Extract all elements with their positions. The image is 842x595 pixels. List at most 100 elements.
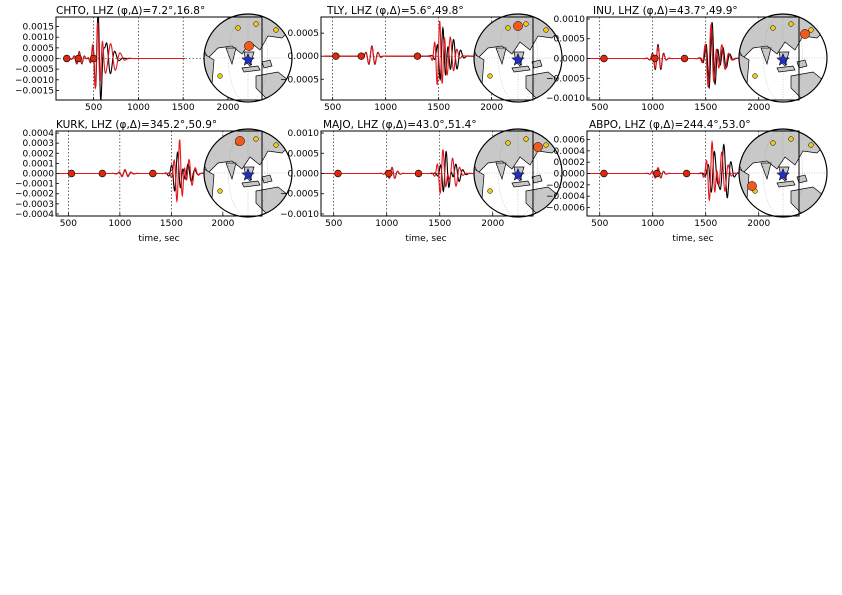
station-marker-icon: [523, 21, 529, 27]
x-tick-label: 2000: [747, 103, 770, 113]
station-marker-icon: [543, 142, 549, 148]
epicenter-star-icon: [241, 167, 255, 181]
synthetic-trace-line: [589, 24, 742, 88]
x-tick-label: 500: [85, 103, 102, 113]
observed-trace-line: [64, 17, 185, 100]
station-marker-icon: [513, 21, 523, 31]
y-tick-label: 0.0010: [288, 129, 320, 139]
x-tick-label: 1500: [172, 103, 195, 113]
y-tick-label: −0.0010: [546, 94, 585, 104]
arrival-marker: [334, 169, 342, 178]
station-marker-icon: [253, 21, 259, 27]
y-tick-label: 0.0004: [23, 129, 55, 139]
x-tick-label: 2000: [211, 219, 234, 229]
station-marker-icon: [273, 142, 279, 148]
station-marker-icon: [217, 188, 223, 194]
panel-title: CHTO, LHZ (φ,Δ)=7.2°,16.8°: [56, 5, 205, 17]
panel-abpo: ABPO, LHZ (φ,Δ)=244.4°,53.0° time, sec 5…: [546, 119, 828, 244]
station-marker-icon: [788, 21, 794, 27]
station-marker-icon: [788, 136, 794, 142]
x-tick-label: 1000: [641, 103, 664, 113]
arrival-marker: [63, 54, 71, 63]
y-tick-label: 0.0005: [288, 149, 320, 159]
y-tick-label: 0.0004: [554, 147, 586, 157]
y-tick-label: 0.0000: [288, 170, 320, 180]
station-marker-icon: [244, 41, 254, 51]
arrival-marker: [385, 169, 393, 178]
panel-title: INU, LHZ (φ,Δ)=43.7°,49.9°: [593, 5, 738, 17]
y-tick-label: 0.0003: [23, 139, 55, 149]
x-tick-label: 1000: [641, 219, 664, 229]
y-tick-label: 0.0000: [23, 170, 55, 180]
globe-inset-icon: [738, 128, 828, 218]
arrival-marker: [682, 169, 691, 178]
station-marker-icon: [533, 142, 543, 152]
panel-tly: TLY, LHZ (φ,Δ)=5.6°,49.8° time, sec 5001…: [280, 5, 563, 113]
y-tick-label: −0.0005: [280, 190, 319, 200]
y-tick-label: −0.0002: [15, 190, 54, 200]
synthetic-trace-line: [589, 139, 742, 202]
panel-chto: CHTO, LHZ (φ,Δ)=7.2°,16.8° time, sec 500…: [15, 5, 293, 113]
epicenter-star-icon: [241, 52, 255, 66]
x-axis-label: time, sec: [672, 234, 713, 244]
y-tick-label: −0.0002: [546, 181, 585, 191]
x-tick-label: 500: [324, 103, 341, 113]
x-tick-label: 2000: [481, 219, 504, 229]
x-tick-label: 2000: [217, 103, 240, 113]
x-axis-label: time, sec: [405, 234, 446, 244]
y-tick-label: 0.0005: [23, 44, 55, 54]
y-tick-label: 0.0010: [554, 15, 586, 25]
panel-title: TLY, LHZ (φ,Δ)=5.6°,49.8°: [326, 5, 464, 17]
x-tick-label: 1000: [127, 103, 150, 113]
y-tick-label: −0.0001: [15, 180, 54, 190]
station-marker-icon: [752, 73, 758, 79]
arrival-marker: [600, 54, 608, 63]
y-tick-label: 0.0000: [288, 52, 320, 62]
x-tick-label: 1500: [160, 219, 183, 229]
arrival-marker: [74, 54, 83, 63]
panel-majo: MAJO, LHZ (φ,Δ)=43.0°,51.4° time, sec 50…: [280, 119, 563, 244]
observed-trace-line: [589, 22, 742, 90]
y-tick-label: 0.0005: [288, 29, 320, 39]
panel-inu: INU, LHZ (φ,Δ)=43.7°,49.9° time, sec 500…: [546, 5, 828, 113]
station-marker-icon: [808, 27, 814, 33]
y-tick-label: 0.0010: [23, 33, 55, 43]
station-marker-icon: [523, 136, 529, 142]
y-tick-label: 0.0015: [23, 23, 55, 33]
x-tick-label: 1000: [108, 219, 131, 229]
epicenter-star-icon: [511, 52, 525, 66]
y-tick-label: −0.0005: [15, 65, 54, 75]
arrival-marker: [98, 169, 107, 178]
y-tick-label: −0.0010: [280, 210, 319, 220]
station-marker-icon: [800, 29, 810, 39]
station-marker-icon: [747, 181, 757, 191]
y-tick-label: 0.0002: [554, 158, 586, 168]
panel-title: ABPO, LHZ (φ,Δ)=244.4°,53.0°: [589, 119, 751, 131]
y-tick-label: −0.0005: [546, 74, 585, 84]
x-tick-label: 500: [325, 219, 342, 229]
y-tick-label: 0.0006: [554, 136, 586, 146]
y-tick-label: −0.0010: [15, 76, 54, 86]
arrival-marker: [413, 52, 422, 60]
y-tick-label: −0.0006: [546, 204, 585, 214]
panel-title: KURK, LHZ (φ,Δ)=345.2°,50.9°: [56, 119, 217, 131]
x-tick-label: 2000: [747, 219, 770, 229]
arrival-marker: [89, 54, 98, 63]
y-tick-label: 0.0000: [23, 55, 55, 65]
station-marker-icon: [770, 140, 776, 146]
observed-trace-line: [589, 143, 742, 199]
station-marker-icon: [487, 188, 493, 194]
y-tick-label: −0.0004: [546, 192, 585, 202]
x-tick-label: 1000: [374, 103, 397, 113]
x-tick-label: 1500: [428, 219, 451, 229]
station-marker-icon: [770, 25, 776, 31]
epicenter-star-icon: [511, 167, 525, 181]
arrival-marker: [680, 54, 689, 63]
x-tick-label: 500: [60, 219, 77, 229]
y-tick-label: −0.0015: [15, 86, 54, 96]
y-tick-label: 0.0001: [23, 159, 55, 169]
y-tick-label: 0.0005: [554, 35, 586, 45]
arrival-marker: [414, 169, 423, 178]
plot-frame: [320, 16, 534, 101]
